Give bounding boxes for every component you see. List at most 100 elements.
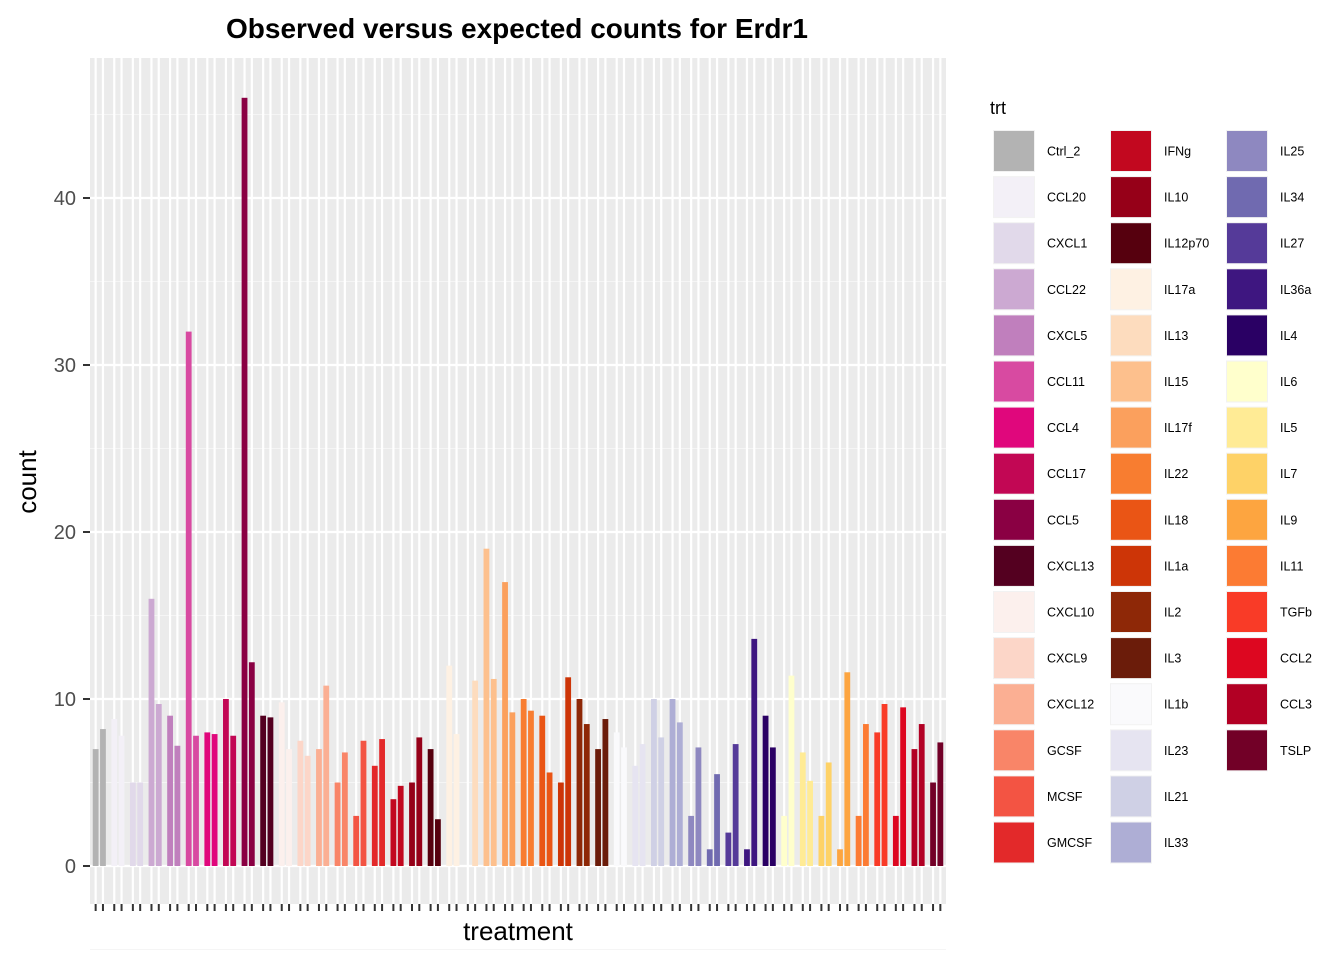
legend-swatch-CXCL10 — [994, 592, 1034, 632]
bar-GCSF-2 — [341, 752, 348, 866]
legend-label-IFNg: IFNg — [1164, 145, 1191, 159]
bar-CXCL13-1 — [260, 715, 267, 866]
x-axis — [94, 904, 942, 911]
legend-swatch-TGFb — [1227, 592, 1267, 632]
bar-IL9-1 — [837, 849, 843, 866]
bar-CXCL13-2 — [267, 717, 274, 866]
bar-IL34-1 — [706, 849, 713, 866]
bars — [92, 97, 944, 867]
legend-label-CCL4: CCL4 — [1047, 421, 1079, 435]
bar-IL13-2 — [472, 680, 479, 866]
legend-swatch-IL1a — [1111, 545, 1151, 586]
legend-label-IL7: IL7 — [1280, 467, 1297, 481]
legend-swatch-CCL2 — [1227, 638, 1267, 679]
bar-IL18-2 — [546, 772, 553, 866]
legend-swatch-CCL4 — [994, 407, 1034, 448]
legend-swatch-GCSF — [994, 730, 1034, 771]
bar-CXCL1-2 — [137, 782, 144, 866]
legend-label-IL23: IL23 — [1164, 744, 1188, 758]
y-tick-label: 30 — [54, 355, 76, 377]
legend-swatch-CCL11 — [994, 361, 1034, 402]
bar-CCL4-1 — [204, 732, 211, 866]
legend-label-CXCL10: CXCL10 — [1047, 606, 1094, 620]
bar-IL4-1 — [762, 715, 769, 866]
bar-CXCL5-1 — [167, 715, 173, 866]
legend-swatch-CCL20 — [994, 177, 1034, 218]
bar-IL33-2 — [676, 722, 683, 866]
bar-TSLP-1 — [930, 782, 936, 866]
legend-swatch-IL9 — [1227, 499, 1267, 540]
legend-swatch-CCL17 — [994, 453, 1034, 494]
bar-IL25-2 — [695, 747, 702, 866]
legend-label-TGFb: TGFb — [1280, 606, 1312, 620]
legend-label-MCSF: MCSF — [1047, 790, 1083, 804]
legend-label-IL3: IL3 — [1164, 652, 1181, 666]
bar-GCSF-1 — [334, 782, 341, 866]
y-tick-label: 10 — [54, 689, 76, 711]
bar-IL2-1 — [576, 699, 583, 866]
legend-swatch-IL36a — [1227, 269, 1267, 310]
legend-label-CXCL9: CXCL9 — [1047, 652, 1087, 666]
bar-IL15-2 — [490, 678, 497, 866]
legend-swatch-IL21 — [1111, 776, 1151, 817]
legend-swatch-IL17f — [1111, 407, 1151, 448]
bar-CXCL12-1 — [316, 749, 322, 866]
legend-swatch-IL5 — [1227, 407, 1267, 448]
bar-IL4-2 — [769, 747, 776, 866]
bar-MCSF-1 — [353, 815, 360, 866]
legend-swatch-TSLP — [1227, 730, 1267, 771]
legend-label-IL12p70: IL12p70 — [1164, 237, 1209, 251]
legend-swatch-IL27 — [1227, 223, 1267, 264]
legend-swatch-GMCSF — [994, 822, 1034, 863]
legend-label-IL2: IL2 — [1164, 606, 1181, 620]
bar-IL36a-1 — [744, 849, 750, 866]
legend-label-IL34: IL34 — [1280, 191, 1304, 205]
bar-IL34-2 — [714, 774, 720, 866]
legend-swatch-IL11 — [1227, 545, 1267, 586]
bar-IL10-2 — [416, 737, 423, 866]
bar-TGFb-1 — [874, 732, 881, 866]
legend-label-CCL22: CCL22 — [1047, 283, 1086, 297]
bar-IFNg-1 — [390, 799, 397, 866]
legend-swatch-IL1b — [1111, 684, 1151, 725]
bar-IL11-2 — [863, 724, 869, 866]
bar-CCL17-2 — [230, 735, 237, 866]
bar-GMCSF-1 — [371, 765, 378, 866]
bar-IL7-2 — [825, 762, 832, 866]
legend-swatch-IL13 — [1111, 315, 1151, 356]
bar-IL7-1 — [818, 815, 825, 866]
bar-IL17f-1 — [502, 582, 508, 866]
bar-Ctrl_2-2 — [100, 729, 106, 866]
legend-label-IL22: IL22 — [1164, 467, 1188, 481]
bar-CXCL10-2 — [286, 749, 292, 866]
legend-swatch-IL15 — [1111, 361, 1151, 402]
plot-panel — [90, 58, 946, 904]
legend-label-CCL20: CCL20 — [1047, 191, 1086, 205]
legend-label-IL21: IL21 — [1164, 790, 1188, 804]
legend-label-IL11: IL11 — [1280, 559, 1303, 573]
bar-CXCL9-2 — [304, 755, 311, 866]
bar-CCL5-1 — [241, 97, 248, 867]
bar-CCL3-2 — [918, 724, 925, 866]
bar-IL15-1 — [483, 548, 490, 866]
legend-label-GCSF: GCSF — [1047, 744, 1082, 758]
bar-CCL2-1 — [892, 815, 899, 866]
y-tick-label: 20 — [54, 522, 76, 544]
legend-swatch-IL33 — [1111, 822, 1151, 863]
legend-swatch-CXCL1 — [994, 223, 1034, 264]
bar-IL23-1 — [632, 765, 639, 866]
y-tick-label: 40 — [54, 188, 76, 210]
legend-label-CXCL13: CXCL13 — [1047, 559, 1094, 573]
bar-IL36a-2 — [751, 638, 758, 866]
legend-swatch-CXCL13 — [994, 545, 1034, 586]
bar-CCL17-1 — [223, 699, 229, 866]
bar-CXCL9-1 — [297, 740, 304, 866]
legend-swatch-CXCL5 — [994, 315, 1034, 356]
legend-label-IL36a: IL36a — [1280, 283, 1311, 297]
legend-label-IL5: IL5 — [1280, 421, 1297, 435]
bar-IL27-2 — [732, 744, 739, 866]
legend-label-CCL11: CCL11 — [1047, 375, 1085, 389]
bar-CCL11-1 — [185, 331, 192, 867]
bar-IL21-1 — [651, 699, 657, 866]
